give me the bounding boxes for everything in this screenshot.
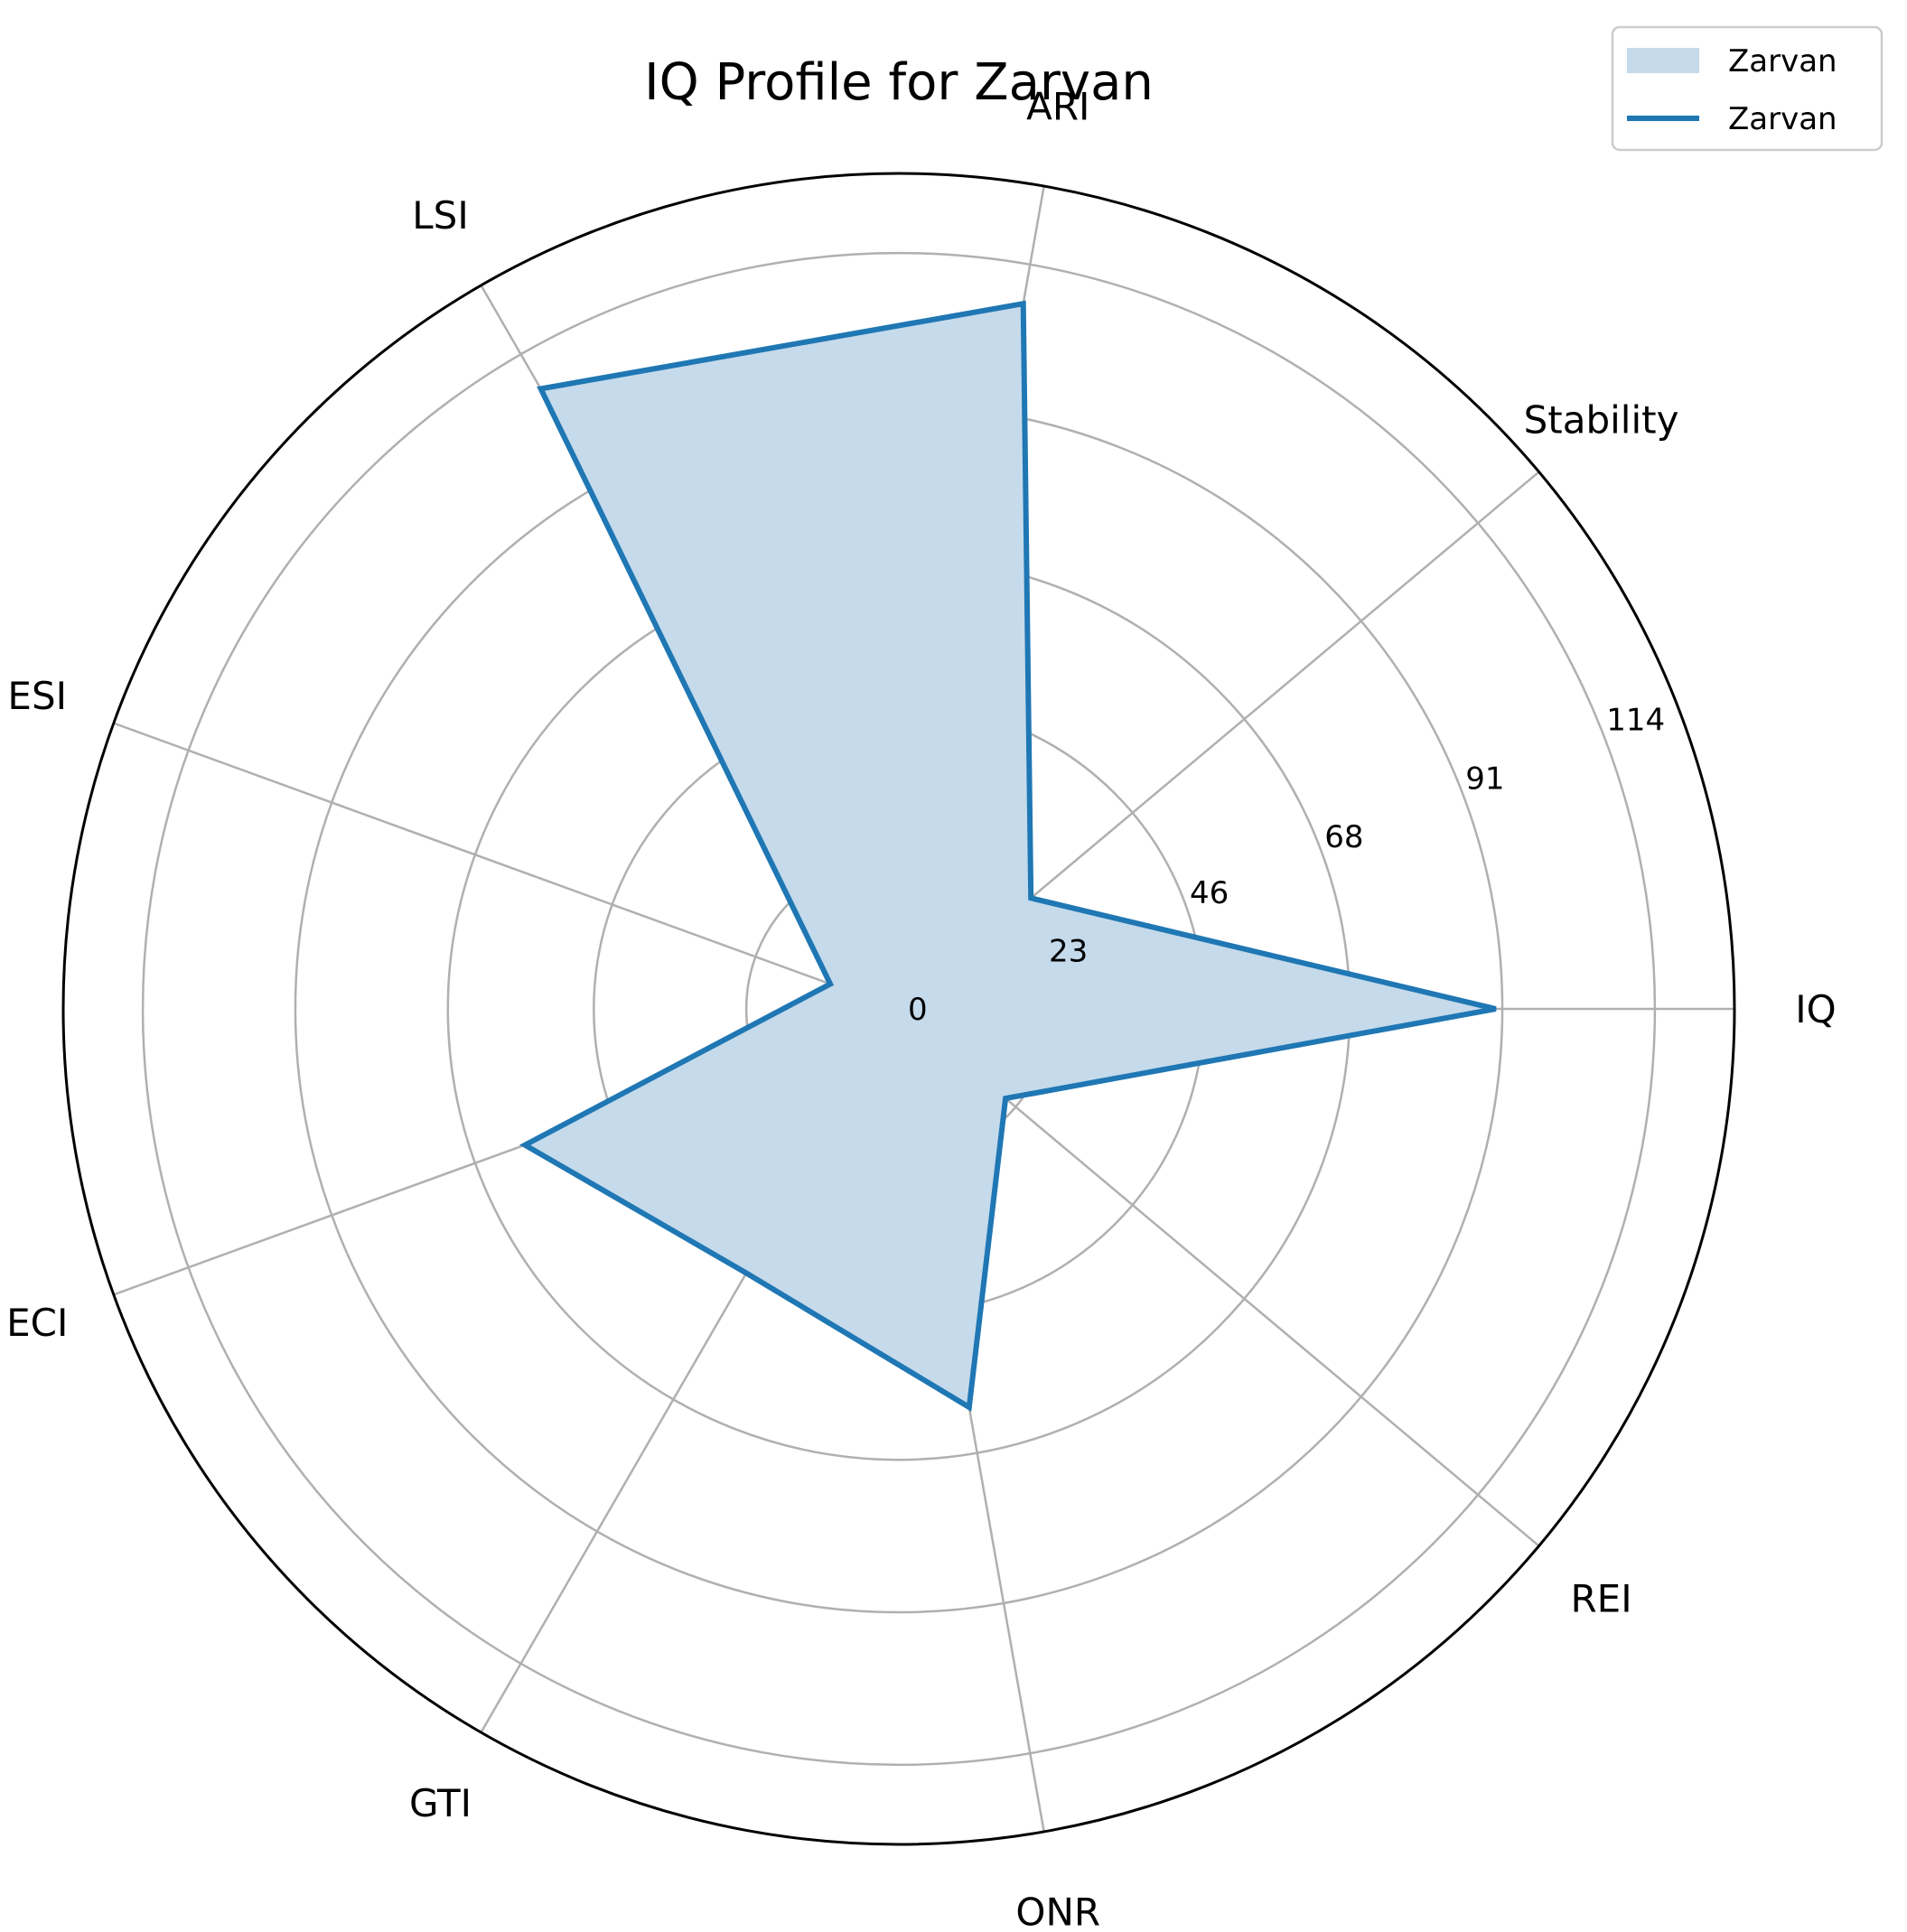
chart-title: IQ Profile for Zarvan xyxy=(644,53,1154,112)
legend-label: Zarvan xyxy=(1728,43,1837,79)
radial-tick-label: 46 xyxy=(1190,875,1229,911)
data-point-stability xyxy=(1030,897,1033,900)
axis-label-lsi: LSI xyxy=(412,193,468,238)
data-point-lsi xyxy=(539,387,542,390)
axis-label-gti: GTI xyxy=(409,1781,472,1825)
axis-label-iq: IQ xyxy=(1795,987,1836,1031)
radial-tick-label: 68 xyxy=(1324,819,1363,855)
series-line xyxy=(519,300,1497,1412)
legend-label: Zarvan xyxy=(1728,101,1837,137)
axis-label-ari: ARI xyxy=(1026,84,1089,128)
data-point-ari xyxy=(1022,303,1024,305)
data-point-iq xyxy=(1494,1008,1497,1010)
legend: Zarvan Zarvan xyxy=(1611,25,1884,152)
data-point-esi xyxy=(829,983,832,985)
series-fill xyxy=(525,303,1496,1408)
axis-label-esi: ESI xyxy=(7,674,67,718)
data-point-gti xyxy=(745,1272,748,1274)
radial-tick-label: 0 xyxy=(908,992,928,1028)
grid-ring-114 xyxy=(141,251,1657,1767)
data-point-rei xyxy=(1005,1097,1007,1100)
data-point-eci xyxy=(524,1143,527,1146)
axis-label-rei: REI xyxy=(1570,1576,1631,1620)
data-point-onr xyxy=(968,1406,970,1409)
radial-tick-label: 23 xyxy=(1049,933,1088,969)
radial-tick-label: 91 xyxy=(1465,761,1504,797)
legend-fill-swatch xyxy=(1627,48,1699,73)
radial-tick-label: 114 xyxy=(1606,703,1665,739)
outer-frame xyxy=(61,172,1736,1846)
axis-label-onr: ONR xyxy=(1015,1890,1100,1932)
spoke-esi xyxy=(113,722,900,1011)
label-layer: 0 23 46 68 91 114 IQ Stability ARI LSI ESI ECI GTI ON… xyxy=(6,84,1837,1932)
axis-label-eci: ECI xyxy=(6,1301,68,1345)
data-layer xyxy=(519,300,1497,1412)
axis-label-stability: Stability xyxy=(1524,398,1679,443)
